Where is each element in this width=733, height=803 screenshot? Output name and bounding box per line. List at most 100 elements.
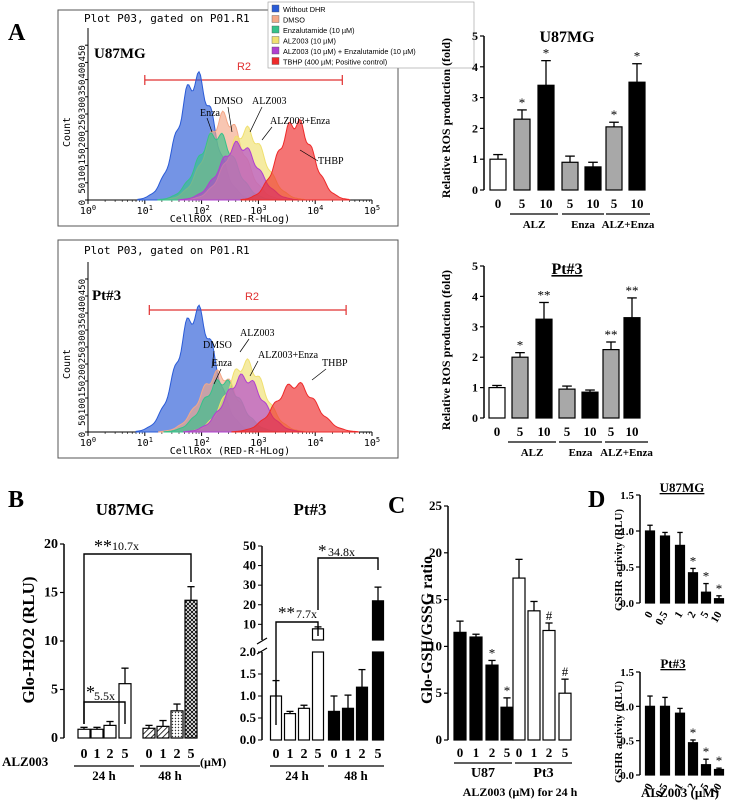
x-tick-label: 101 — [137, 204, 153, 217]
gate-label: R2 — [237, 61, 251, 73]
y-axis-label: Relative ROS production (fold) — [439, 38, 453, 198]
annotation-label: ALZ003+Enza — [270, 116, 331, 127]
bar — [628, 81, 646, 191]
x-tick-label: 2 — [685, 609, 698, 620]
y-tick-label: 10 — [243, 616, 256, 631]
x-tick-label: 5 — [188, 747, 195, 762]
y-tick-label: 10 — [44, 634, 58, 649]
bar — [602, 349, 620, 419]
y-tick-label: 5 — [472, 29, 478, 43]
histogram-tbhp — [231, 381, 360, 433]
chart-title: U87MG — [539, 29, 595, 46]
x-tick-label: 10 — [587, 196, 600, 211]
bar — [489, 158, 507, 191]
y-tick-label: 0.0 — [240, 732, 256, 747]
bar — [659, 535, 671, 604]
y-tick-label: 4 — [472, 289, 478, 303]
y-tick-label: 300 — [78, 97, 88, 113]
bar — [156, 725, 170, 739]
significance-marker: * — [716, 581, 723, 596]
y-tick-label: 1.5 — [240, 666, 257, 681]
y-tick-label: 1 — [472, 381, 478, 395]
x-tick-label: 10 — [709, 609, 725, 625]
fold-change-label: 34.8x — [328, 545, 355, 559]
y-tick-label: 100 — [78, 166, 88, 182]
y-tick-label: 5 — [436, 685, 443, 700]
y-tick-label: 50 — [78, 183, 88, 194]
bar-upper-segment — [371, 600, 385, 641]
cell-line-label: Pt#3 — [92, 288, 121, 304]
y-tick-label: 0.0 — [620, 770, 634, 782]
bar — [581, 391, 599, 419]
y-tick-label: 25 — [429, 498, 443, 513]
group-label: Pt3 — [533, 766, 553, 781]
bar — [500, 706, 514, 741]
fold-change-label: 7.7x — [296, 607, 317, 621]
significance-marker: * — [611, 107, 618, 122]
legend-swatch — [271, 15, 280, 23]
significance-marker: ** — [626, 283, 639, 298]
x-tick-label: 2 — [301, 747, 308, 762]
bar — [283, 712, 297, 741]
x-axis-label: ALZ003 (µM) for 24 h — [463, 785, 578, 799]
x-tick-label: 10 — [540, 196, 553, 211]
significance-marker: ** — [538, 287, 551, 302]
y-tick-label: 250 — [78, 114, 88, 130]
significance-marker: * — [716, 753, 723, 768]
legend-label: Without DHR — [283, 5, 326, 14]
significance-marker: * — [690, 553, 697, 568]
axis-break-mark — [256, 637, 268, 645]
group-label: ALZ+Enza — [600, 447, 653, 459]
bar — [542, 629, 556, 741]
bar — [527, 610, 541, 741]
legend-swatch — [271, 46, 280, 55]
x-tick-label: 10 — [631, 196, 644, 211]
annotation-label: ALZ003+Enza — [258, 350, 319, 361]
group-label: ALZ — [523, 219, 546, 231]
bar — [687, 572, 699, 604]
gsh-gssg-bar-chart: Glo-GSH/GSSG ratio ALZ003 (µM) for 24 h … — [419, 498, 578, 799]
x-tick-label: 5 — [504, 745, 511, 760]
y-tick-label: 0 — [472, 411, 478, 425]
panel-letter-d: D — [588, 487, 605, 513]
legend-label: ALZ003 (10 µM) + Enzalutamide (10 µM) — [283, 47, 416, 56]
y-tick-label: 1.5 — [620, 667, 634, 679]
gshr-bar-chart-pt3: Pt#3 GSHR activity (RLU) ALZ003 (µM) 0.0… — [613, 656, 725, 800]
legend-swatch — [271, 4, 280, 13]
bar — [512, 577, 526, 741]
chart-title: Pt#3 — [551, 261, 582, 278]
bar — [713, 768, 725, 776]
chart-title: U87MG — [96, 500, 155, 519]
histogram-tbhp — [240, 118, 351, 201]
y-tick-label: 300 — [78, 330, 88, 346]
bar — [535, 318, 553, 419]
y-tick-label: 0.5 — [620, 562, 634, 574]
bar — [558, 388, 576, 419]
bar — [537, 84, 555, 191]
bar — [687, 742, 699, 776]
x-tick-label: 102 — [193, 436, 209, 449]
x-tick-label: 0 — [642, 609, 655, 620]
significance-marker: * — [703, 569, 710, 584]
y-tick-label: 4 — [472, 60, 478, 74]
bar — [674, 544, 686, 604]
x-tick-label: 5 — [698, 781, 711, 792]
bracket-stars: ** — [278, 603, 295, 622]
x-axis-treatment-label: ALZ003 — [2, 754, 49, 769]
x-tick-label: 100 — [80, 436, 96, 449]
x-tick-label: 5 — [562, 745, 569, 760]
flow-histogram-pt3: Plot P03, gated on P01.R1 Pt#3 Count Cel… — [57, 239, 399, 459]
y-tick-label: 2 — [472, 121, 478, 135]
legend-swatch — [271, 36, 280, 44]
x-tick-label: 102 — [193, 204, 209, 217]
y-axis-label: Glo-GSH/GSSG ratio — [419, 556, 436, 704]
bar — [513, 118, 531, 191]
significance-bracket — [317, 557, 379, 610]
annotation-label: Enza — [200, 108, 221, 119]
x-tick-label: 1 — [531, 745, 538, 760]
x-tick-label: 1 — [672, 782, 685, 793]
bar — [713, 598, 725, 604]
bar — [700, 764, 712, 776]
y-tick-label: 0 — [51, 731, 58, 746]
